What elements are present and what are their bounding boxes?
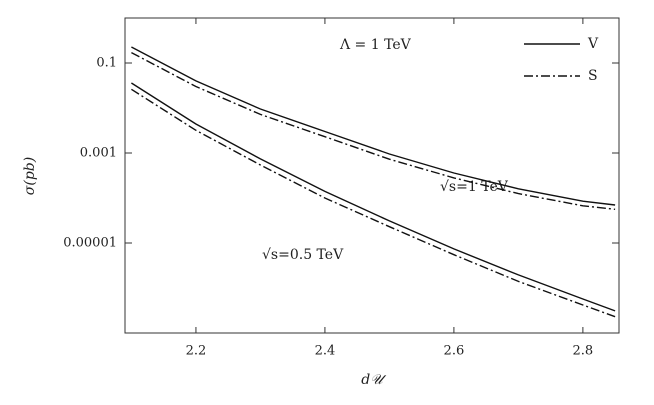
y-tick-label: 0.1 xyxy=(96,56,117,71)
curve xyxy=(131,82,616,312)
plot-frame xyxy=(124,17,620,334)
x-tick-label: 2.6 xyxy=(444,344,465,359)
legend-label: V xyxy=(587,36,599,52)
legend-label: S xyxy=(588,68,598,84)
curve-label: √s=1 TeV xyxy=(440,179,509,195)
y-axis-label: σ(pb) xyxy=(22,157,38,195)
y-tick-label: 0.00001 xyxy=(63,236,117,251)
curve xyxy=(131,51,616,210)
x-tick-label: 2.8 xyxy=(573,344,594,359)
x-tick-label: 2.4 xyxy=(315,344,336,359)
curve xyxy=(131,46,616,206)
curve-label: √s=0.5 TeV xyxy=(262,247,344,263)
x-axis-label: d𝒰 xyxy=(361,372,387,388)
y-tick-label: 0.001 xyxy=(80,146,117,161)
annotation: Λ = 1 TeV xyxy=(339,37,412,53)
curve xyxy=(131,88,616,318)
x-tick-label: 2.2 xyxy=(186,344,207,359)
